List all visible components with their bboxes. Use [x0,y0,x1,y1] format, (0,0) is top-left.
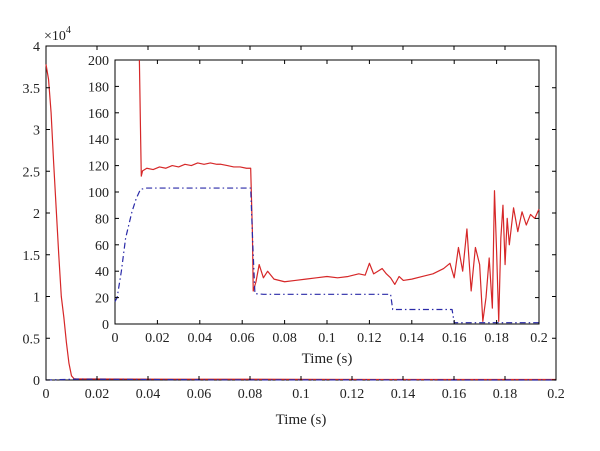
main-y-ticks: 0 0.5 1 1.5 2 2.5 3 3.5 4 [23,40,556,389]
main-y-tick-label: 3.5 [23,82,41,97]
main-x-tick-label: 0.14 [391,387,416,402]
inset-series-line-2 [114,187,539,324]
inset-series-line-1 [138,59,540,322]
main-y-tick-label: 1 [33,291,40,306]
inset-x-tick-label: 0.06 [230,331,255,346]
inset-plot: 0 0.02 0.04 0.06 0.08 0.1 0.12 0.14 0.16 0.18 0.2 … [86,50,548,367]
main-x-tick-label: 0.18 [493,387,518,402]
main-x-axis-label: Time (s) [276,412,327,428]
inset-background [86,50,548,358]
main-x-tick-label: 0.06 [187,387,212,402]
inset-y-tick-label: 200 [88,54,109,69]
inset-x-tick-label: 0.18 [484,331,509,346]
inset-x-tick-label: 0.16 [442,331,467,346]
inset-y-tick-label: 140 [88,133,109,148]
main-y-tick-label: 0.5 [23,332,41,347]
inset-y-tick-label: 0 [102,318,109,333]
main-y-tick-label: 0 [33,374,40,389]
main-x-tick-label: 0.16 [442,387,467,402]
main-y-tick-label: 1.5 [23,249,41,264]
inset-x-ticks: 0 0.02 0.04 0.06 0.08 0.1 0.12 0.14 0.16 0.18 0.2 [112,60,548,346]
main-x-tick-label: 0 [43,387,50,402]
inset-y-tick-label: 160 [88,107,109,122]
inset-x-tick-label: 0 [112,331,119,346]
main-y-multiplier-exponent: 4 [66,25,71,36]
inset-y-tick-label: 120 [88,160,109,175]
main-plot: 0 0.02 0.04 0.06 0.08 0.1 0.12 0.14 0.16 0.18 0.2 … [23,25,565,428]
main-x-tick-label: 0.04 [136,387,161,402]
main-x-tick-label: 0.2 [547,387,565,402]
main-x-tick-label: 0.02 [85,387,110,402]
inset-x-axis-label: Time (s) [302,351,353,367]
inset-x-tick-label: 0.14 [400,331,425,346]
main-x-tick-label: 0.08 [238,387,263,402]
inset-x-tick-label: 0.04 [188,331,213,346]
inset-y-tick-label: 40 [95,265,109,280]
main-x-ticks: 0 0.02 0.04 0.06 0.08 0.1 0.12 0.14 0.16 0.18 0.2 [43,46,565,402]
inset-x-tick-label: 0.08 [272,331,297,346]
inset-y-tick-label: 20 [95,292,109,307]
inset-y-tick-label: 100 [88,186,109,201]
inset-y-ticks: 0 20 40 60 80 100 120 140 160 180 200 [88,54,539,333]
inset-y-tick-label: 180 [88,80,109,95]
inset-x-tick-label: 0.1 [318,331,336,346]
main-x-tick-label: 0.1 [292,387,310,402]
inset-series-group [114,59,540,324]
inset-y-tick-label: 80 [95,212,109,227]
inset-x-tick-label: 0.2 [530,331,548,346]
inset-y-tick-label: 60 [95,239,109,254]
main-x-tick-label: 0.12 [340,387,365,402]
main-y-tick-label: 2 [33,207,40,222]
inset-x-tick-label: 0.12 [357,331,382,346]
main-y-multiplier: ×104 [44,25,71,44]
main-y-tick-label: 3 [33,124,40,139]
inset-x-tick-label: 0.02 [145,331,170,346]
main-y-tick-label: 4 [33,40,40,55]
main-y-tick-label: 2.5 [23,165,41,180]
main-y-multiplier-base: ×10 [44,29,66,44]
